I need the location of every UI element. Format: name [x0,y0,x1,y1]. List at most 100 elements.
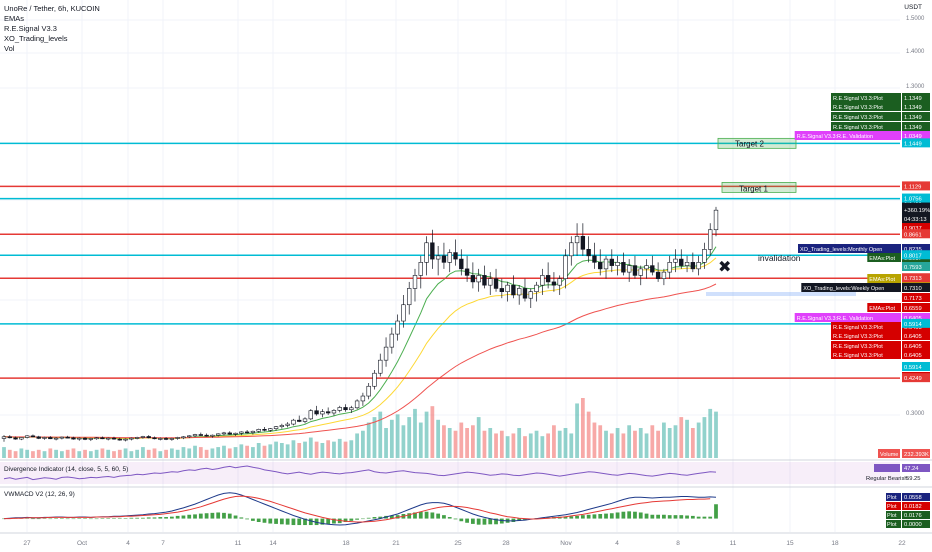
axis-price-value: 0.6559 [904,306,922,312]
macd-hist-bar [106,518,111,519]
axis-price-tag [902,313,930,322]
candle-body [372,372,377,387]
candle-body [314,410,319,415]
volume-bar [112,451,116,458]
y-tick-label: 1.3000 [906,84,925,90]
x-tick-label: Oct [77,540,87,547]
axis-price-value: 0.7310 [904,286,922,292]
legend-vol[interactable]: Vol [4,44,15,53]
candle-body [7,436,12,439]
y-tick-label: 0.3000 [906,411,925,417]
candle-body [244,431,250,434]
level-axis-value: 0.4249 [904,376,922,382]
macd-hist-bar [580,515,585,519]
candle-body [655,271,661,279]
rsi-line [3,465,717,481]
macd-hist-bar [123,518,128,519]
volume-bar [42,451,47,458]
candle-body [528,291,533,299]
volume-bar [251,447,255,458]
candle-body [106,437,111,440]
macd-badge-value-box [902,502,930,510]
axis-price-value: 1.0349 [904,134,922,140]
candle-body [626,265,632,273]
candle-body [349,407,354,411]
macd-hist-bar [650,514,655,519]
volume-bar [71,448,76,458]
macd-hist-bar [621,511,626,519]
macd-hist-bar [604,513,608,519]
macd-hist-bar [644,513,649,519]
legend-signal[interactable]: R.E.Signal V3.3 [4,24,57,33]
level-axis-tag [902,273,930,283]
symbol-title[interactable]: UnoRe / Tether, 6h, KUCOIN [4,4,100,13]
volume-bar [60,451,64,458]
volume-bar [488,428,493,458]
macd-hist-bar [499,518,504,524]
rsi-badge-box [874,464,900,472]
volume-bar [517,428,522,458]
volume-bar [499,430,504,458]
volume-badge-label: Volume [880,452,898,458]
candle-body [378,359,383,374]
macd-badge-label: Plot [887,522,897,528]
candle-body [215,433,221,436]
macd-hist-bar [227,513,232,519]
macd-hist-bar [193,514,197,519]
indicator-tag [831,341,901,350]
candle-body [615,262,620,266]
candle-body [499,288,505,292]
volume-bar [633,430,637,458]
target1-label: Target 1 [739,184,768,193]
volume-bar [13,451,18,458]
macd-hist-bar [488,518,493,525]
indicator-tag-label: R.E.Signal V3.3:Plot [833,115,883,121]
volume-bar [366,422,371,458]
ema-fast-line [3,246,717,440]
macd-hist-bar [656,514,660,519]
legend-levels[interactable]: XO_Trading_levels [4,34,68,43]
x-tick-label: 8 [676,540,680,547]
macd-hist-bar [297,518,302,526]
axis-price-tag [902,283,930,292]
macd-badge-value-box [902,493,930,501]
target2-box [717,137,797,149]
volume-bar [494,433,498,458]
volume-bar [401,425,406,458]
candle-body [42,437,47,439]
macd-hist-bar [633,511,637,519]
candle-body [158,438,163,440]
level-axis-tag [902,138,930,148]
candle-body [129,437,134,440]
macd-badge-value: 0.0000 [904,522,922,528]
candle-body [569,242,574,257]
macd-hist-bar [465,518,469,523]
legend-ema[interactable]: EMAs [4,14,25,23]
indicator-tag [831,331,901,340]
macd-hist-bar [673,515,678,519]
x-tick-label: 15 [786,540,794,547]
candle-body [302,418,308,422]
macd-hist-bar [470,518,475,524]
candle-body [13,437,18,440]
candle-body [401,304,406,322]
macd-hist-bar [25,518,30,519]
axis-price-value: 1.1349 [904,115,922,121]
volume-bar [430,406,435,458]
volume-bar [152,448,157,458]
macd-badge-label-box [886,502,901,510]
volume-bar [7,449,12,458]
volume-bar [372,417,377,458]
volume-bar [563,428,568,458]
volume-bar [297,443,302,458]
candle-body [586,249,591,257]
volume-bar [685,419,689,458]
macd-hist-bar [424,511,429,519]
macd-hist-bar [459,518,464,522]
volume-bar [459,422,464,458]
volume-bar [540,436,545,458]
volume-bar [303,441,307,458]
macd-hist-bar [198,513,203,519]
